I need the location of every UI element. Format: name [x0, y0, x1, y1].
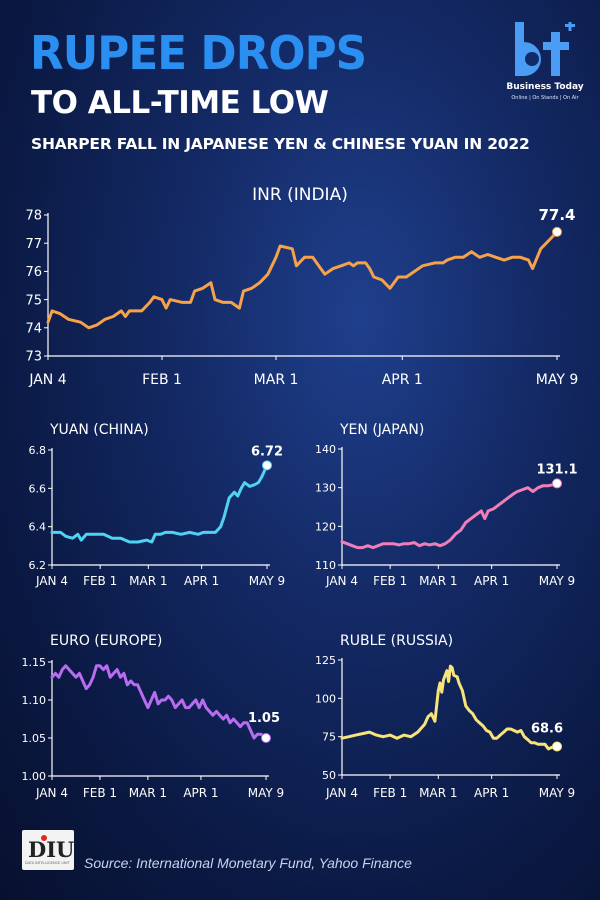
y-tick-label: 75	[25, 293, 42, 308]
x-tick-label: APR 1	[474, 574, 509, 588]
chart-title: RUBLE (RUSSIA)	[340, 633, 453, 649]
x-tick-label: MAR 1	[254, 372, 299, 388]
end-value-label: 68.6	[531, 721, 563, 736]
y-tick-label: 77	[25, 237, 42, 252]
chart-title: INR (INDIA)	[252, 185, 348, 205]
end-point-marker	[261, 733, 271, 743]
business-today-logo: Business Today Online | On Stands | On A…	[505, 22, 585, 106]
y-tick-label: 125	[315, 654, 336, 667]
end-point-marker	[552, 741, 562, 752]
x-tick-label: MAY 9	[539, 574, 575, 588]
x-tick-label: APR 1	[184, 574, 219, 588]
y-tick-label: 140	[315, 443, 336, 456]
y-tick-label: 1.00	[22, 770, 47, 783]
x-tick-label: APR 1	[382, 372, 423, 388]
series-line	[340, 664, 559, 751]
diu-logo-text: DIU	[28, 837, 75, 862]
y-tick-label: 75	[322, 731, 336, 744]
x-tick-label: JAN 4	[28, 372, 66, 388]
x-tick-label: MAY 9	[249, 574, 285, 588]
end-value-label: 131.1	[536, 462, 577, 477]
x-tick-label: MAR 1	[129, 786, 167, 800]
y-tick-label: 130	[315, 482, 336, 495]
logo-tagline: Online | On Stands | On Air	[511, 95, 579, 101]
x-tick-label: MAY 9	[248, 786, 284, 800]
end-value-label: 6.72	[251, 444, 283, 459]
y-tick-label: 50	[322, 769, 336, 782]
x-tick-label: JAN 4	[325, 786, 358, 800]
x-tick-label: FEB 1	[83, 574, 117, 588]
y-tick-label: 73	[25, 350, 42, 365]
x-tick-label: FEB 1	[83, 786, 117, 800]
page-title: RUPEE DROPS	[30, 26, 367, 80]
x-tick-label: MAR 1	[419, 786, 457, 800]
y-tick-label: 1.15	[22, 656, 47, 669]
series-line	[50, 463, 269, 544]
source-note: Source: International Monetary Fund, Yah…	[84, 855, 412, 871]
chart-title: YUAN (CHINA)	[49, 422, 149, 438]
y-tick-label: 78	[25, 209, 42, 224]
chart-title: EURO (EUROPE)	[50, 633, 162, 649]
x-tick-label: MAY 9	[539, 786, 575, 800]
y-tick-label: 1.05	[22, 732, 47, 745]
x-tick-label: MAY 9	[536, 372, 578, 388]
end-value-label: 77.4	[538, 206, 575, 224]
y-tick-label: 76	[25, 265, 42, 280]
diu-logo-small: DATA INTELLIGENCE UNIT	[25, 861, 70, 865]
x-tick-label: APR 1	[474, 786, 509, 800]
y-tick-label: 6.8	[29, 444, 47, 457]
y-tick-label: 6.6	[29, 482, 47, 495]
y-tick-label: 110	[315, 559, 336, 572]
series-line	[46, 230, 559, 330]
x-tick-label: MAR 1	[419, 574, 457, 588]
y-tick-label: 6.4	[29, 521, 47, 534]
bt-logo-icon	[515, 22, 575, 76]
chart-euro: EURO (EUROPE) 1.00 1.05 1.10 1.15 JAN 4 FEB 1 M…	[22, 633, 285, 800]
y-tick-label: 1.10	[22, 694, 47, 707]
logo-name: Business Today	[506, 82, 584, 92]
y-tick-label: 6.2	[29, 559, 47, 572]
x-tick-label: MAR 1	[129, 574, 167, 588]
y-tick-label: 74	[25, 321, 42, 336]
x-tick-label: FEB 1	[373, 786, 407, 800]
end-point-marker	[262, 460, 272, 471]
chart-ruble: RUBLE (RUSSIA) 50 75 100 125 JAN 4 FEB 1 MAR 1 A…	[315, 633, 575, 800]
y-tick-label: 100	[315, 692, 336, 705]
x-tick-label: APR 1	[183, 786, 218, 800]
end-point-marker	[552, 226, 562, 237]
chart-title: YEN (JAPAN)	[339, 422, 424, 438]
x-tick-label: JAN 4	[35, 574, 68, 588]
x-tick-label: JAN 4	[325, 574, 358, 588]
x-tick-label: FEB 1	[142, 372, 182, 388]
page-title-line2: TO ALL-TIME LOW	[31, 85, 329, 121]
diu-logo: DIU DATA INTELLIGENCE UNIT	[22, 830, 74, 870]
chart-yen: YEN (JAPAN) 110 120 130 140 JAN 4 FEB 1 MAR 1 AP…	[315, 422, 578, 588]
chart-inr: INR (INDIA) 73 74 75 76 77 78 JAN 4 FEB 1 MAR 1 AP…	[25, 185, 578, 388]
page-subtitle: SHARPER FALL IN JAPANESE YEN & CHINESE Y…	[31, 135, 530, 153]
end-value-label: 1.05	[248, 711, 280, 726]
series-line	[50, 664, 268, 740]
x-tick-label: FEB 1	[373, 574, 407, 588]
chart-yuan: YUAN (CHINA) 6.2 6.4 6.6 6.8 JAN 4 FEB 1 MAR 1 A…	[29, 422, 286, 588]
x-tick-label: JAN 4	[35, 786, 68, 800]
series-line	[340, 481, 559, 550]
diu-logo-dot	[41, 835, 47, 841]
end-point-marker	[552, 478, 562, 489]
y-tick-label: 120	[315, 520, 336, 533]
